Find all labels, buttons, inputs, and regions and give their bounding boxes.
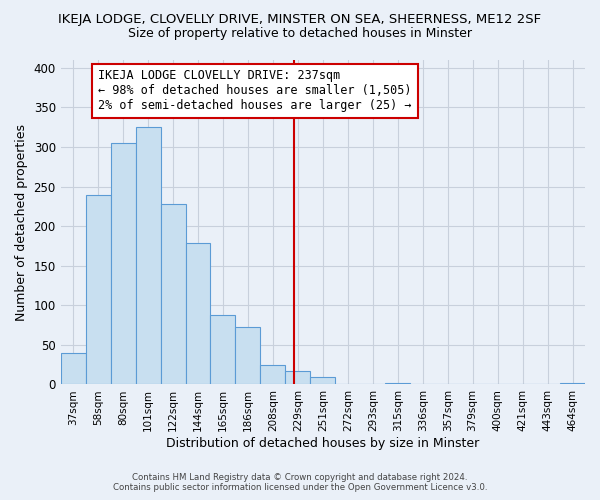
Text: IKEJA LODGE CLOVELLY DRIVE: 237sqm
← 98% of detached houses are smaller (1,505)
: IKEJA LODGE CLOVELLY DRIVE: 237sqm ← 98%… [98, 70, 412, 112]
Bar [185, 243, 211, 384]
Y-axis label: Number of detached properties: Number of detached properties [15, 124, 28, 320]
Bar [136, 128, 161, 384]
X-axis label: Distribution of detached houses by size in Minster: Distribution of detached houses by size … [166, 437, 479, 450]
Bar [560, 383, 585, 384]
Text: Size of property relative to detached houses in Minster: Size of property relative to detached ho… [128, 28, 472, 40]
Bar [310, 376, 335, 384]
Bar [86, 194, 110, 384]
Bar [286, 371, 310, 384]
Text: Contains HM Land Registry data © Crown copyright and database right 2024.
Contai: Contains HM Land Registry data © Crown c… [113, 473, 487, 492]
Bar [110, 143, 136, 384]
Bar [61, 353, 86, 384]
Bar [211, 315, 235, 384]
Bar [235, 326, 260, 384]
Bar [260, 364, 286, 384]
Text: IKEJA LODGE, CLOVELLY DRIVE, MINSTER ON SEA, SHEERNESS, ME12 2SF: IKEJA LODGE, CLOVELLY DRIVE, MINSTER ON … [58, 12, 542, 26]
Bar [385, 383, 410, 384]
Bar [161, 204, 185, 384]
